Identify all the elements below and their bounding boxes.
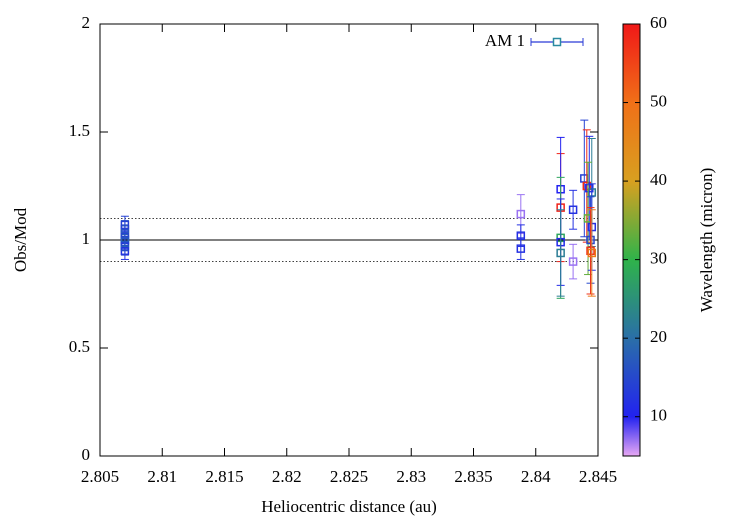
legend-marker xyxy=(552,37,562,47)
colorbar-tick-label: 60 xyxy=(650,13,667,32)
colorbar-label: Wavelength (micron) xyxy=(697,168,716,313)
x-axis-label: Heliocentric distance (au) xyxy=(261,497,437,516)
marker xyxy=(516,244,526,253)
marker xyxy=(585,183,594,193)
x-tick-label: 2.805 xyxy=(81,467,119,486)
data-point xyxy=(587,209,597,297)
data-point xyxy=(120,215,130,235)
data-point xyxy=(556,209,565,297)
x-tick-label: 2.815 xyxy=(205,467,243,486)
colorbar-tick-label: 10 xyxy=(650,406,667,425)
colorbar-tick-label: 40 xyxy=(650,170,667,189)
y-tick-label: 2 xyxy=(82,13,91,32)
legend-label: AM 1 xyxy=(485,31,525,50)
colorbar-tick-label: 50 xyxy=(650,91,667,110)
colorbar xyxy=(622,23,641,457)
marker xyxy=(120,220,130,230)
x-tick-label: 2.84 xyxy=(521,467,551,486)
y-tick-label: 0.5 xyxy=(69,337,90,356)
data-point xyxy=(586,207,595,295)
y-axis-label: Obs/Mod xyxy=(11,207,30,272)
y-tick-label: 1.5 xyxy=(69,121,90,140)
x-tick-label: 2.825 xyxy=(330,467,368,486)
marker xyxy=(586,246,595,256)
y-tick-label: 1 xyxy=(82,229,91,248)
marker xyxy=(582,181,592,191)
marker xyxy=(556,248,565,258)
x-tick-label: 2.845 xyxy=(579,467,617,486)
marker xyxy=(568,257,578,266)
marker xyxy=(516,209,526,219)
marker xyxy=(587,248,597,258)
x-tick-label: 2.83 xyxy=(396,467,426,486)
data-point xyxy=(568,243,578,280)
data-point xyxy=(516,237,526,260)
marker xyxy=(568,205,578,215)
colorbar-tick-label: 20 xyxy=(650,327,667,346)
x-tick-label: 2.82 xyxy=(272,467,302,486)
x-tick-label: 2.835 xyxy=(454,467,492,486)
y-tick-label: 0 xyxy=(82,445,91,464)
colorbar-tick-label: 30 xyxy=(650,249,667,268)
x-tick-label: 2.81 xyxy=(147,467,177,486)
data-point xyxy=(568,189,578,230)
